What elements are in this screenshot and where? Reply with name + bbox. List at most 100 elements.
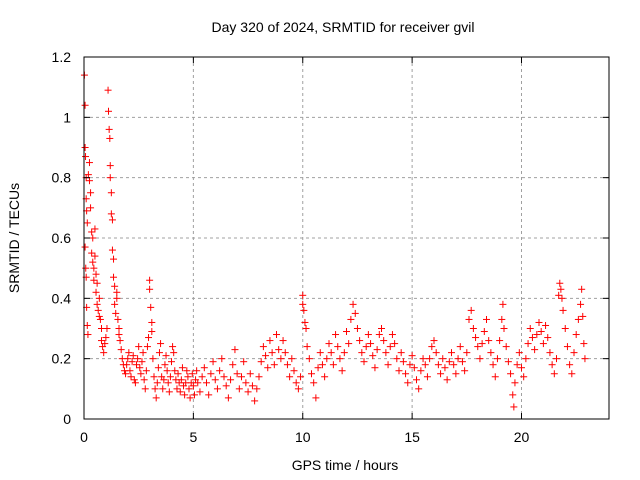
data-point (82, 153, 90, 161)
data-point (133, 361, 140, 369)
data-point (108, 216, 116, 224)
data-point (456, 343, 464, 351)
data-point (338, 367, 346, 375)
y-tick-label: 0.4 (52, 290, 72, 306)
y-tick-label: 0.8 (52, 170, 72, 186)
data-point (176, 388, 184, 396)
data-point (325, 340, 333, 348)
data-point (117, 346, 125, 354)
data-point (90, 264, 98, 272)
data-point (238, 373, 245, 381)
data-point (489, 361, 497, 369)
data-point (87, 189, 95, 197)
data-point (364, 331, 372, 339)
data-point (351, 309, 359, 317)
data-point (415, 385, 423, 393)
data-point (148, 328, 156, 336)
data-point (251, 397, 259, 405)
data-point (533, 331, 541, 339)
data-point (84, 171, 92, 179)
data-point (498, 315, 506, 323)
data-point (301, 318, 309, 326)
data-point (570, 349, 578, 357)
data-point (474, 343, 482, 351)
data-point (122, 370, 130, 378)
data-point (493, 355, 501, 363)
data-point (266, 337, 274, 345)
data-point (454, 355, 462, 363)
data-point (410, 364, 418, 372)
data-point (96, 315, 104, 323)
data-point (515, 349, 523, 357)
data-point (124, 355, 132, 363)
data-point (332, 331, 340, 339)
data-point (93, 300, 101, 308)
data-point (136, 364, 144, 372)
data-point (574, 315, 582, 323)
data-point (524, 340, 532, 348)
data-point (108, 246, 116, 254)
data-point (561, 325, 569, 332)
data-point (556, 279, 564, 287)
data-point (95, 312, 103, 320)
data-point (277, 355, 285, 363)
data-point (242, 379, 250, 387)
x-tick-label: 0 (80, 429, 88, 445)
data-point (255, 373, 263, 381)
data-point (148, 318, 156, 326)
data-point (303, 343, 311, 351)
data-point (189, 382, 197, 390)
data-point (123, 361, 131, 369)
data-point (166, 373, 174, 381)
data-point (443, 376, 451, 384)
y-axis-label: SRMTID / TECUs (6, 183, 22, 293)
data-point (244, 388, 252, 396)
data-point (89, 258, 97, 266)
data-point (299, 291, 307, 299)
data-point (395, 367, 403, 375)
data-point (358, 349, 366, 357)
data-point (227, 376, 235, 384)
x-tick-label: 5 (189, 429, 197, 445)
data-point (334, 343, 342, 351)
data-point (343, 328, 350, 336)
data-point (198, 373, 206, 381)
data-point (579, 312, 587, 320)
data-point (105, 125, 113, 133)
data-point (327, 349, 335, 357)
data-point (94, 306, 102, 314)
data-point (268, 349, 276, 357)
data-point (347, 315, 355, 323)
data-point (548, 361, 556, 369)
data-point (426, 355, 434, 363)
data-point (270, 361, 278, 369)
data-point (546, 349, 554, 357)
x-axis: 0 5 10 15 20 (80, 57, 529, 445)
data-point (310, 379, 318, 387)
data-point (408, 352, 416, 360)
data-point (544, 334, 552, 342)
y-tick-label: 1 (63, 109, 71, 125)
data-point (300, 306, 308, 314)
data-point (203, 379, 210, 387)
grid-lines (84, 57, 609, 419)
data-point (92, 288, 100, 296)
data-point (173, 385, 181, 393)
data-point (520, 373, 528, 381)
data-point (107, 189, 115, 197)
data-point (107, 210, 115, 218)
data-point (550, 370, 558, 378)
data-point (81, 144, 89, 151)
data-point (478, 340, 486, 348)
data-point (581, 355, 589, 363)
data-point (170, 349, 178, 357)
data-point (476, 355, 484, 363)
data-point (393, 355, 401, 363)
data-point (290, 367, 298, 375)
y-tick-label: 1.2 (52, 49, 72, 65)
data-point (439, 355, 447, 363)
data-point (184, 373, 192, 381)
data-point (391, 340, 399, 348)
data-point (369, 352, 377, 360)
data-point (84, 331, 92, 339)
